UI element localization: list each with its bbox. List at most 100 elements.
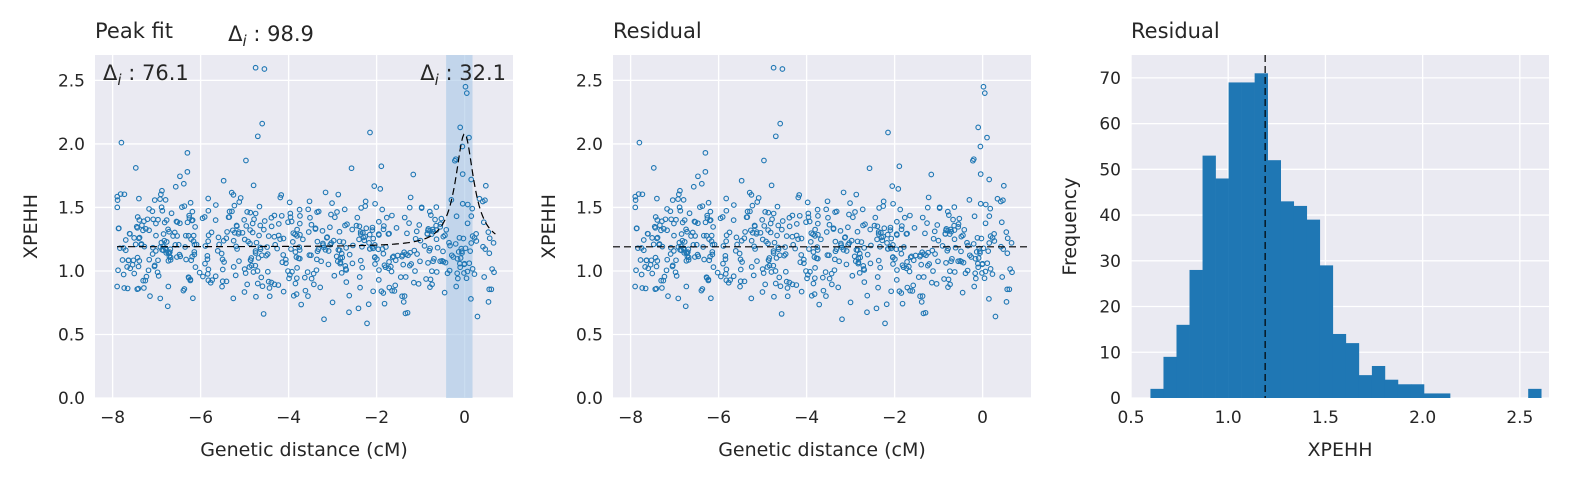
data-point xyxy=(142,225,149,232)
data-point xyxy=(737,278,744,285)
data-point xyxy=(426,247,433,254)
data-point xyxy=(199,215,206,222)
data-point xyxy=(241,289,248,295)
data-point xyxy=(161,237,168,244)
data-point xyxy=(468,295,474,302)
data-point xyxy=(277,194,284,201)
data-point xyxy=(999,274,1006,280)
data-point xyxy=(400,261,407,268)
data-point xyxy=(453,213,460,220)
data-point xyxy=(1009,269,1015,276)
y-tick-label: 20 xyxy=(1099,298,1121,318)
data-point xyxy=(702,149,709,156)
data-point xyxy=(208,229,215,236)
data-point xyxy=(824,252,831,258)
data-point xyxy=(652,214,659,220)
data-point xyxy=(355,305,362,312)
data-point xyxy=(703,232,710,239)
data-point xyxy=(941,276,947,282)
data-point xyxy=(832,238,839,245)
data-point xyxy=(380,226,387,233)
data-point xyxy=(485,229,492,235)
data-point xyxy=(783,233,790,239)
data-point xyxy=(390,253,397,260)
data-point xyxy=(975,264,982,271)
data-point xyxy=(925,249,931,256)
data-point xyxy=(186,215,193,221)
data-point xyxy=(184,168,191,175)
data-point xyxy=(796,192,803,198)
data-point xyxy=(293,291,300,297)
data-point xyxy=(275,282,282,288)
data-point xyxy=(942,230,949,237)
data-point xyxy=(153,220,159,227)
data-point xyxy=(901,214,908,221)
data-point xyxy=(361,237,368,244)
data-point xyxy=(892,256,898,262)
data-point xyxy=(884,239,890,246)
data-point xyxy=(702,168,709,175)
data-point xyxy=(370,288,377,295)
data-point xyxy=(975,255,982,261)
histogram-bar xyxy=(1163,356,1177,398)
data-point xyxy=(336,238,343,245)
peak-fit-annotation-above: Δi : 98.9 xyxy=(228,22,314,50)
data-point xyxy=(189,208,196,215)
data-point xyxy=(835,284,842,291)
data-point xyxy=(906,268,913,275)
data-point xyxy=(230,237,237,244)
x-tick-label: 1.5 xyxy=(1312,408,1339,428)
data-point xyxy=(446,239,452,246)
data-point xyxy=(430,228,437,235)
data-point xyxy=(424,230,431,237)
data-point xyxy=(873,305,880,312)
x-tick-label: −2 xyxy=(364,408,389,428)
data-point xyxy=(135,235,142,242)
data-point xyxy=(277,236,283,242)
data-point xyxy=(297,213,303,219)
data-point xyxy=(452,241,459,247)
data-point xyxy=(862,221,868,228)
data-point xyxy=(843,248,850,254)
data-point xyxy=(864,292,871,299)
data-point xyxy=(855,260,861,267)
peak-fit-x-axis-label: Genetic distance (cM) xyxy=(200,439,408,461)
data-point xyxy=(242,270,249,276)
data-point xyxy=(875,229,882,235)
data-point xyxy=(230,295,237,302)
data-point xyxy=(379,206,386,213)
data-point xyxy=(786,223,793,230)
data-point xyxy=(120,271,127,278)
data-point xyxy=(381,300,388,307)
histogram-bar xyxy=(1150,388,1164,398)
data-point xyxy=(429,268,435,275)
data-point xyxy=(851,253,858,260)
data-point xyxy=(407,194,414,201)
y-tick-label: 0.5 xyxy=(58,325,85,345)
data-point xyxy=(935,258,941,265)
data-point xyxy=(660,277,667,284)
data-point xyxy=(867,226,874,233)
data-point xyxy=(389,212,395,219)
data-point xyxy=(979,261,986,268)
data-point xyxy=(849,272,856,279)
data-point xyxy=(344,221,350,228)
data-point xyxy=(296,206,303,213)
data-point xyxy=(349,226,356,233)
data-point xyxy=(490,239,497,246)
data-point xyxy=(890,200,896,207)
data-point xyxy=(793,282,800,288)
data-point xyxy=(423,276,429,282)
data-point xyxy=(247,209,254,216)
residual-histogram-x-axis-label: XPEHH xyxy=(1307,439,1372,461)
data-point xyxy=(957,258,963,264)
data-point xyxy=(989,271,996,277)
data-point xyxy=(464,201,471,208)
data-point xyxy=(308,221,315,228)
data-point xyxy=(683,257,690,264)
data-point xyxy=(962,270,969,277)
residual-histogram-title: Residual xyxy=(1131,19,1220,43)
data-point xyxy=(864,251,871,258)
data-point xyxy=(135,263,142,270)
